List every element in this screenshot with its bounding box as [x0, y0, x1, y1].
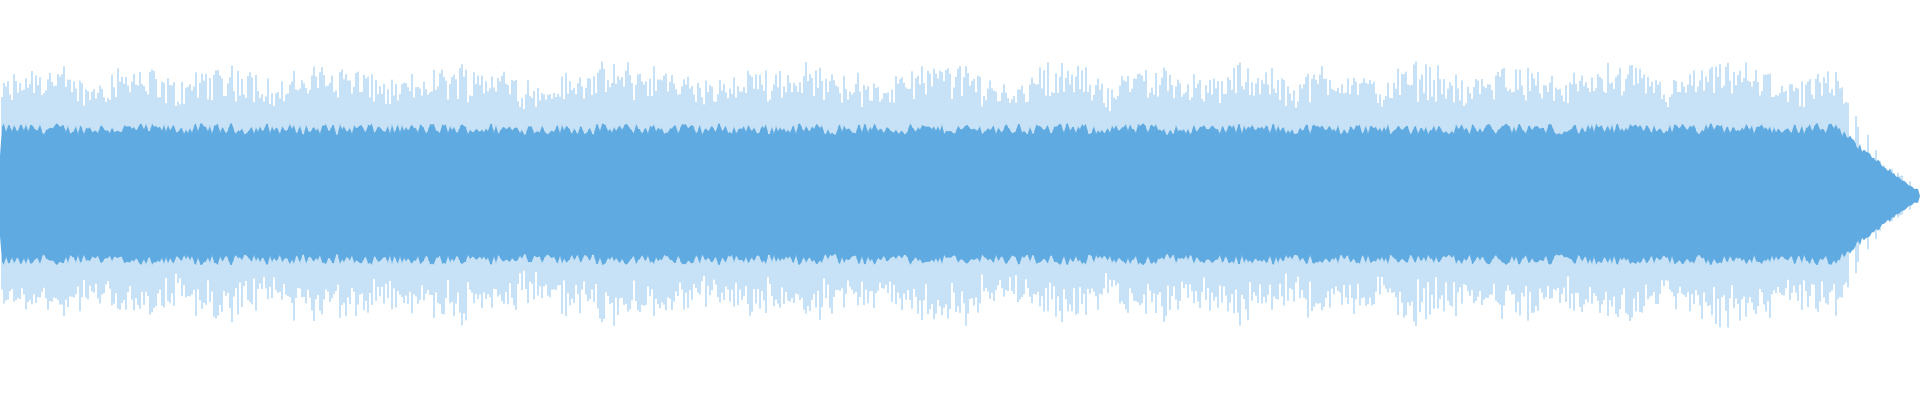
waveform-body	[0, 123, 1920, 266]
